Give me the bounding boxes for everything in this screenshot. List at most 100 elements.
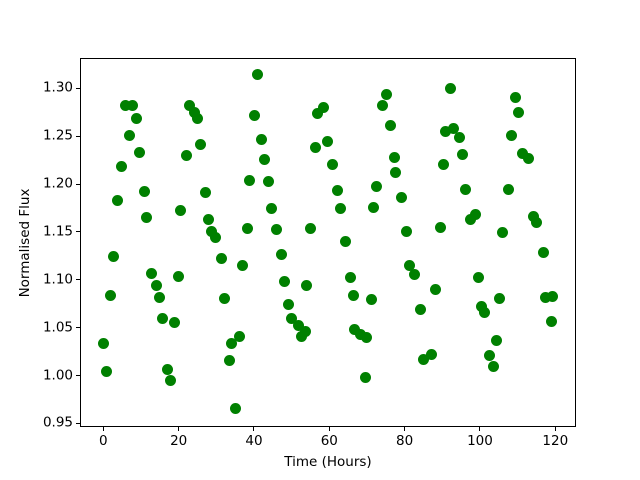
x-tick-label: 120 bbox=[542, 433, 569, 449]
data-point bbox=[219, 292, 231, 304]
y-tick-label: 1.15 bbox=[42, 223, 73, 240]
y-tick-label: 1.10 bbox=[42, 271, 73, 288]
data-point bbox=[223, 354, 235, 366]
data-point bbox=[453, 131, 465, 143]
data-point bbox=[192, 113, 203, 125]
y-tick-label: 1.05 bbox=[42, 318, 73, 335]
data-point bbox=[229, 402, 241, 414]
x-tick-mark bbox=[404, 427, 406, 431]
data-point bbox=[209, 232, 221, 244]
data-point bbox=[359, 372, 371, 383]
data-point bbox=[545, 316, 557, 328]
data-point bbox=[396, 192, 408, 203]
x-tick-mark bbox=[253, 427, 255, 431]
data-point bbox=[130, 113, 142, 125]
data-point bbox=[434, 221, 446, 233]
data-point bbox=[331, 185, 343, 197]
data-point bbox=[301, 280, 313, 292]
data-point bbox=[295, 330, 307, 342]
data-point bbox=[112, 194, 124, 206]
data-point bbox=[361, 331, 373, 343]
x-tick-mark bbox=[554, 427, 556, 431]
data-point bbox=[517, 147, 529, 159]
data-point bbox=[259, 153, 271, 165]
data-point bbox=[415, 304, 427, 316]
data-point bbox=[293, 320, 305, 332]
data-point bbox=[199, 187, 211, 199]
data-point bbox=[97, 337, 109, 349]
data-point bbox=[380, 88, 392, 100]
y-tick-label: 1.20 bbox=[42, 175, 73, 192]
data-point bbox=[266, 203, 278, 215]
data-point bbox=[426, 349, 438, 361]
x-tick-label: 100 bbox=[467, 433, 493, 449]
x-axis-label: Time (Hours) bbox=[284, 454, 372, 470]
data-point bbox=[506, 129, 518, 141]
data-point bbox=[146, 267, 158, 279]
data-point bbox=[252, 69, 264, 81]
data-point bbox=[127, 100, 139, 112]
data-point bbox=[101, 366, 113, 378]
data-point bbox=[370, 180, 382, 192]
x-tick-label: 20 bbox=[170, 433, 188, 449]
data-point bbox=[157, 312, 169, 324]
x-tick-mark bbox=[178, 427, 180, 431]
data-point bbox=[403, 259, 415, 271]
data-point bbox=[390, 167, 402, 179]
data-point bbox=[242, 222, 254, 234]
data-point bbox=[244, 174, 256, 186]
data-point bbox=[479, 306, 491, 318]
data-point bbox=[154, 291, 166, 303]
data-point bbox=[216, 253, 228, 265]
data-point bbox=[172, 271, 184, 283]
y-tick-mark bbox=[76, 87, 80, 89]
data-point bbox=[141, 212, 153, 224]
data-point bbox=[348, 324, 360, 336]
data-point bbox=[494, 292, 506, 304]
data-point bbox=[165, 374, 177, 386]
data-point bbox=[528, 211, 540, 223]
y-tick-mark bbox=[76, 279, 80, 281]
y-tick-label: 1.00 bbox=[42, 366, 73, 383]
x-tick-label: 80 bbox=[396, 433, 414, 449]
x-tick-mark bbox=[102, 427, 104, 431]
data-point bbox=[175, 205, 187, 217]
plot-area bbox=[80, 58, 576, 427]
data-point bbox=[299, 326, 311, 338]
data-point bbox=[401, 225, 413, 237]
data-point bbox=[108, 251, 120, 263]
data-point bbox=[276, 249, 288, 261]
data-point bbox=[312, 107, 324, 119]
data-point bbox=[317, 102, 329, 113]
y-tick-mark bbox=[76, 183, 80, 185]
data-point bbox=[513, 106, 525, 118]
data-point bbox=[150, 280, 162, 292]
data-point bbox=[487, 361, 499, 373]
x-tick-label: 0 bbox=[99, 433, 108, 449]
data-point bbox=[184, 100, 196, 112]
data-point bbox=[138, 186, 150, 198]
y-tick-label: 1.30 bbox=[42, 79, 73, 96]
data-point bbox=[447, 123, 459, 135]
data-point bbox=[491, 334, 503, 346]
data-point bbox=[226, 337, 238, 349]
y-tick-mark bbox=[76, 422, 80, 424]
data-point bbox=[262, 175, 274, 187]
data-point bbox=[168, 317, 180, 329]
data-point bbox=[377, 100, 389, 112]
data-point bbox=[464, 214, 476, 226]
data-point bbox=[438, 159, 450, 171]
data-point bbox=[286, 312, 298, 324]
y-tick-mark bbox=[76, 231, 80, 233]
data-point bbox=[188, 106, 200, 118]
data-point bbox=[327, 159, 339, 171]
data-point bbox=[456, 148, 468, 160]
data-point bbox=[134, 147, 146, 158]
data-point bbox=[409, 268, 421, 280]
data-point bbox=[539, 291, 551, 303]
data-point bbox=[202, 214, 214, 226]
data-point bbox=[256, 133, 268, 145]
data-point bbox=[388, 151, 400, 163]
data-point bbox=[279, 276, 291, 288]
